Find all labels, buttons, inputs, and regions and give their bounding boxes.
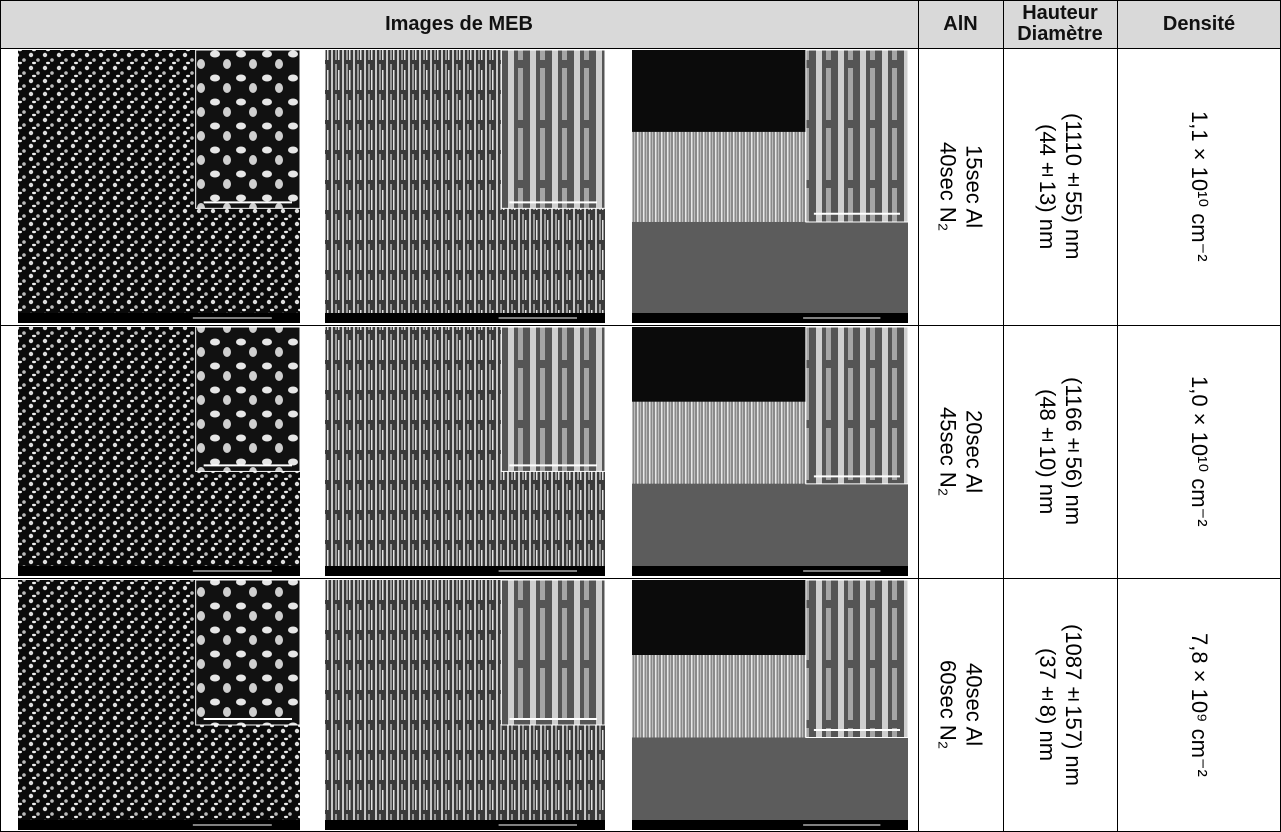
sem-info-bar [325,820,605,830]
aln-line: 15sec Al [961,144,987,229]
header-dims: Hauteur Diamètre [1003,0,1117,48]
col-line [1117,0,1118,832]
sem-substrate [632,737,908,830]
sem-inset [805,326,909,485]
dims-line: (1087±157) nm [1061,624,1086,786]
dims-text: (1166±56) nm (48±10) nm [1034,377,1086,525]
dims-line: (1110±55) nm [1061,113,1086,260]
sem-info-bar [325,313,605,323]
aln-line: 40sec Al [961,663,987,747]
sem-inset [500,49,606,209]
aln-cell: 15sec Al 40sec N₂ [918,48,1003,325]
sem-inset [500,326,606,472]
aln-text: 15sec Al 40sec N₂ [935,142,987,231]
density-text: 7,8×10⁹ cm⁻² [1187,633,1212,777]
row-line [0,48,1281,49]
dims-text: (1110±55) nm (44±13) nm [1034,113,1086,259]
sem-substrate [632,221,908,323]
sem-inset [195,579,301,726]
aln-line: 45sec N₂ [935,406,961,497]
sem-inset [195,49,301,209]
density-cell: 1,1×10¹⁰ cm⁻² [1117,48,1281,325]
row-line [0,0,1281,1]
row-line [0,578,1281,579]
sem-info-bar [18,820,300,830]
header-height: Hauteur [1022,2,1098,24]
aln-cell: 20sec Al 45sec N₂ [918,325,1003,578]
dims-text: (1087±157) nm (37±8) nm [1034,624,1086,786]
sem-inset [500,579,606,726]
header-images: Images de MEB [0,0,918,48]
sem-images [18,49,909,830]
col-line [1003,0,1004,832]
header-density: Densité [1117,0,1281,48]
dims-cell: (1087±157) nm (37±8) nm [1003,578,1117,832]
row-line [0,325,1281,326]
sem-substrate [632,483,908,576]
aln-cell: 40sec Al 60sec N₂ [918,578,1003,832]
sem-info-bar [18,566,300,576]
sem-info-bar [18,313,300,323]
density-text: 1,1×10¹⁰ cm⁻² [1187,111,1212,262]
density-cell: 7,8×10⁹ cm⁻² [1117,578,1281,832]
dims-cell: (1110±55) nm (44±13) nm [1003,48,1117,325]
sem-inset [195,326,301,472]
density-cell: 1,0×10¹⁰ cm⁻² [1117,325,1281,578]
dims-cell: (1166±56) nm (48±10) nm [1003,325,1117,578]
aln-line: 20sec Al [961,409,987,494]
col-line [918,0,919,832]
dims-line: (1166±56) nm [1061,377,1086,526]
sem-info-bar [632,566,908,576]
aln-line: 60sec N₂ [935,660,961,750]
dims-line: (37±8) nm [1035,648,1060,762]
col-line [0,0,1,832]
sem-info-bar [325,566,605,576]
aln-text: 40sec Al 60sec N₂ [935,660,987,749]
density-text: 1,0×10¹⁰ cm⁻² [1187,376,1212,527]
header-aln: AlN [918,0,1003,48]
aln-line: 40sec N₂ [935,141,961,232]
sem-inset [805,49,909,223]
sem-inset [805,579,909,738]
sem-info-bar [632,313,908,323]
aln-text: 20sec Al 45sec N₂ [935,407,987,496]
dims-line: (44±13) nm [1035,123,1060,250]
header-diameter: Diamètre [1017,23,1103,45]
dims-line: (48±10) nm [1035,388,1060,515]
sem-info-bar [632,820,908,830]
